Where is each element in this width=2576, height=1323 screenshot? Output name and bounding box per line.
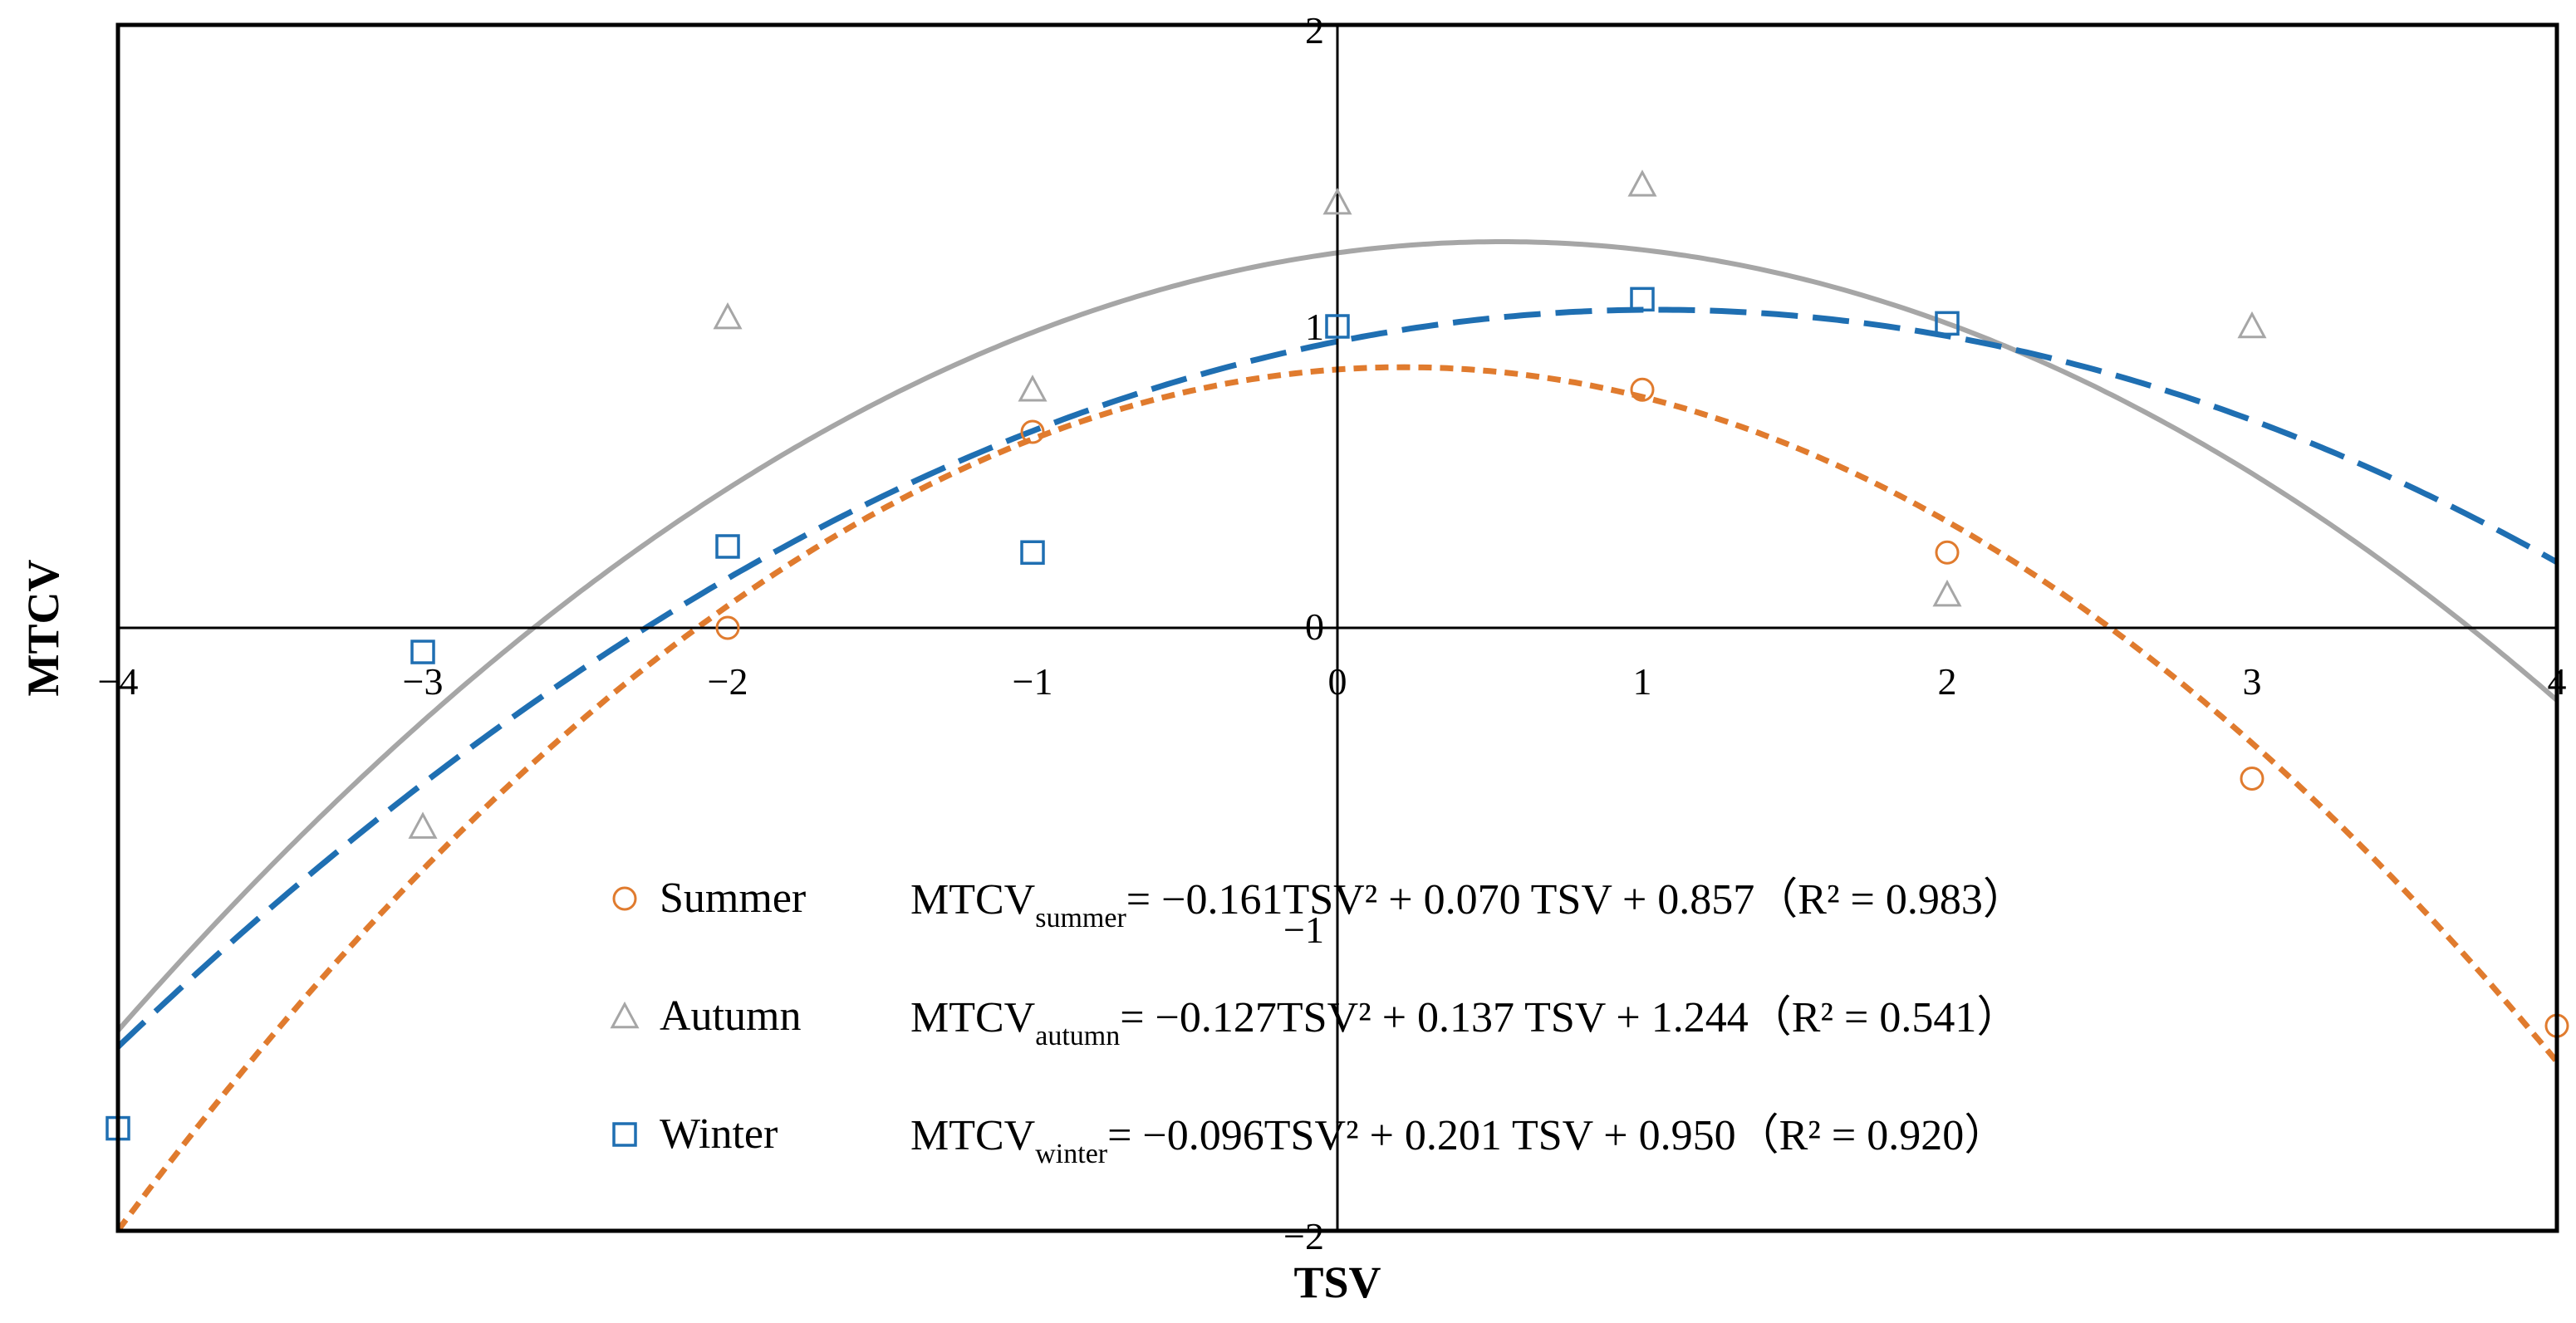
equation-rhs: = −0.127TSV² + 0.137 TSV + 1.244（R² = 0.…	[1120, 994, 2019, 1041]
axes	[118, 25, 2557, 1231]
winter-data-point	[1935, 311, 1960, 336]
y-tick-label: 2	[1305, 9, 1324, 51]
y-tick-label: −1	[1283, 909, 1324, 951]
x-tick-label: 2	[1938, 660, 1957, 703]
y-tick-label: 0	[1305, 605, 1324, 648]
y-tick-label: −2	[1283, 1215, 1324, 1257]
autumn-data-point	[2237, 311, 2267, 339]
autumn-data-point	[713, 301, 743, 330]
legend-label-summer: Summer	[660, 875, 806, 922]
legend-label-autumn: Autumn	[660, 992, 801, 1040]
equation-autumn: MTCVautumn= −0.127TSV² + 0.137 TSV + 1.2…	[910, 994, 2019, 1051]
winter-data-point	[1325, 314, 1350, 339]
x-tick-label: −3	[403, 660, 444, 703]
x-tick-label: −2	[708, 660, 748, 703]
x-axis-title: TSV	[1293, 1257, 1381, 1307]
x-tick-label: 3	[2243, 660, 2262, 703]
autumn-data-point	[1322, 188, 1352, 215]
equation-winter: MTCVwinter= −0.096TSV² + 0.201 TSV + 0.9…	[910, 1112, 2007, 1169]
y-tick-label: 1	[1305, 306, 1324, 348]
equation-lhs: MTCV	[910, 1112, 1035, 1159]
equation-subscript: autumn	[1035, 1021, 1120, 1051]
summer-data-point	[1630, 377, 1655, 402]
x-tick-label: −1	[1013, 660, 1053, 703]
summer-data-point	[1020, 419, 1045, 444]
plot-frame	[115, 22, 2559, 1233]
equation-subscript: summer	[1035, 903, 1126, 933]
legend: Summer MTCVsummer= −0.161TSV² + 0.070 TSV…	[610, 875, 2026, 1169]
equation-summer: MTCVsummer= −0.161TSV² + 0.070 TSV + 0.8…	[910, 876, 2026, 933]
winter-data-point	[1020, 540, 1045, 565]
equation-rhs: = −0.161TSV² + 0.070 TSV + 0.857（R² = 0.…	[1126, 876, 2026, 924]
autumn-data-point	[1932, 579, 1962, 607]
equation-lhs: MTCV	[910, 994, 1035, 1041]
winter-data-point	[715, 534, 740, 559]
x-tick-label: 0	[1328, 660, 1347, 703]
winter-data-point	[1630, 287, 1655, 312]
equation-lhs: MTCV	[910, 876, 1035, 924]
y-axis-title: MTCV	[18, 560, 68, 697]
autumn-data-point	[1018, 375, 1048, 402]
legend-marker-autumn	[610, 1001, 640, 1029]
legend-marker-summer	[612, 886, 637, 911]
legend-marker-winter	[612, 1122, 637, 1147]
equation-subscript: winter	[1035, 1139, 1108, 1169]
legend-label-winter: Winter	[660, 1110, 778, 1158]
autumn-data-point	[408, 811, 438, 839]
fit-curve-winter	[118, 306, 2557, 1050]
winter-data-point	[410, 639, 435, 664]
summer-data-point	[715, 615, 740, 640]
x-tick-label: 1	[1633, 660, 1652, 703]
equation-rhs: = −0.096TSV² + 0.201 TSV + 0.950（R² = 0.…	[1107, 1112, 2007, 1159]
summer-data-point	[2240, 767, 2264, 791]
summer-data-point	[1935, 540, 1960, 565]
autumn-data-point	[1627, 169, 1657, 197]
data-markers	[105, 169, 2569, 1141]
